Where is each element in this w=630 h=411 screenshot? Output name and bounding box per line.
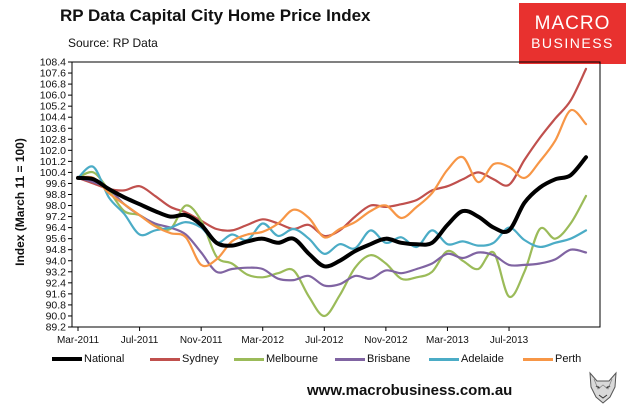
y-tick-label: 106.0: [40, 90, 66, 102]
x-tick-label: Nov-2011: [180, 335, 223, 346]
plot-area: [71, 61, 601, 328]
y-tick-label: 103.6: [40, 123, 66, 135]
y-tick-label: 98.0: [46, 200, 67, 212]
macrobusiness-logo: MACRO BUSINESS: [519, 3, 626, 64]
y-tick-label: 91.6: [46, 288, 67, 300]
y-tick-label: 90.8: [46, 299, 67, 311]
logo-line-1: MACRO: [534, 13, 611, 34]
y-tick-label: 94.0: [46, 255, 67, 267]
y-tick-label: 95.6: [46, 233, 67, 245]
legend-swatch: [234, 357, 264, 361]
x-tick-label: Mar-2013: [426, 335, 469, 346]
x-tick-label: Jul-2011: [121, 335, 159, 346]
legend-label: Brisbane: [367, 353, 411, 365]
legend-label: Melbourne: [266, 353, 318, 365]
series-line-melbourne: [76, 170, 588, 318]
y-tick-label: 92.4: [46, 277, 67, 289]
chart-title: RP Data Capital City Home Price Index: [60, 6, 371, 25]
legend-swatch: [150, 357, 180, 361]
legend-entry-brisbane: Brisbane: [335, 353, 410, 365]
legend-swatch: [523, 357, 553, 361]
x-tick-label: Jul-2013: [490, 335, 529, 346]
legend-swatch: [429, 357, 459, 361]
y-tick-label: 96.4: [46, 222, 67, 234]
y-tick-label: 106.8: [40, 79, 66, 91]
y-tick-label: 93.2: [46, 266, 67, 278]
x-tick-label: Mar-2011: [57, 335, 99, 346]
y-tick-label: 97.2: [46, 211, 67, 223]
legend-label: National: [84, 353, 125, 365]
chart-subtitle: Source: RP Data: [68, 36, 158, 50]
legend-entry-national: National: [52, 353, 124, 365]
legend-label: Sydney: [182, 353, 219, 365]
legend-entry-adelaide: Adelaide: [429, 353, 504, 365]
wolf-mascot-icon: [589, 371, 617, 404]
legend-label: Perth: [555, 353, 582, 365]
legend-entry-perth: Perth: [523, 353, 581, 365]
footer-url: www.macrobusiness.com.au: [307, 382, 513, 399]
chart-legend: National Sydney Melbourne Brisbane Adelaide P…: [52, 353, 612, 369]
y-tick-label: 99.6: [46, 178, 67, 190]
y-tick-label: 89.2: [46, 322, 67, 334]
x-tick-label: Jul-2012: [305, 335, 344, 346]
y-tick-label: 108.4: [40, 57, 66, 69]
legend-swatch: [335, 357, 365, 361]
y-tick-label: 107.6: [40, 68, 66, 80]
legend-swatch: [52, 357, 82, 362]
series-line-national: [76, 155, 588, 269]
y-tick-label: 98.8: [46, 189, 67, 201]
legend-entry-sydney: Sydney: [150, 353, 219, 365]
series-line-perth: [76, 108, 588, 268]
y-tick-label: 104.4: [40, 112, 66, 124]
x-tick-label: Nov-2012: [364, 335, 408, 346]
logo-line-2: BUSINESS: [531, 35, 614, 51]
y-tick-label: 101.2: [40, 156, 66, 168]
legend-entry-melbourne: Melbourne: [234, 353, 318, 365]
legend-label: Adelaide: [461, 353, 504, 365]
y-tick-label: 105.2: [40, 101, 66, 113]
series-line-brisbane: [76, 176, 588, 288]
y-tick-label: 90.0: [46, 310, 67, 322]
y-tick-label: 100.4: [40, 167, 66, 179]
x-tick-label: Mar-2012: [241, 335, 284, 346]
y-tick-label: 94.8: [46, 244, 67, 256]
y-tick-label: 102.0: [40, 145, 66, 157]
y-tick-label: 102.8: [40, 134, 66, 146]
